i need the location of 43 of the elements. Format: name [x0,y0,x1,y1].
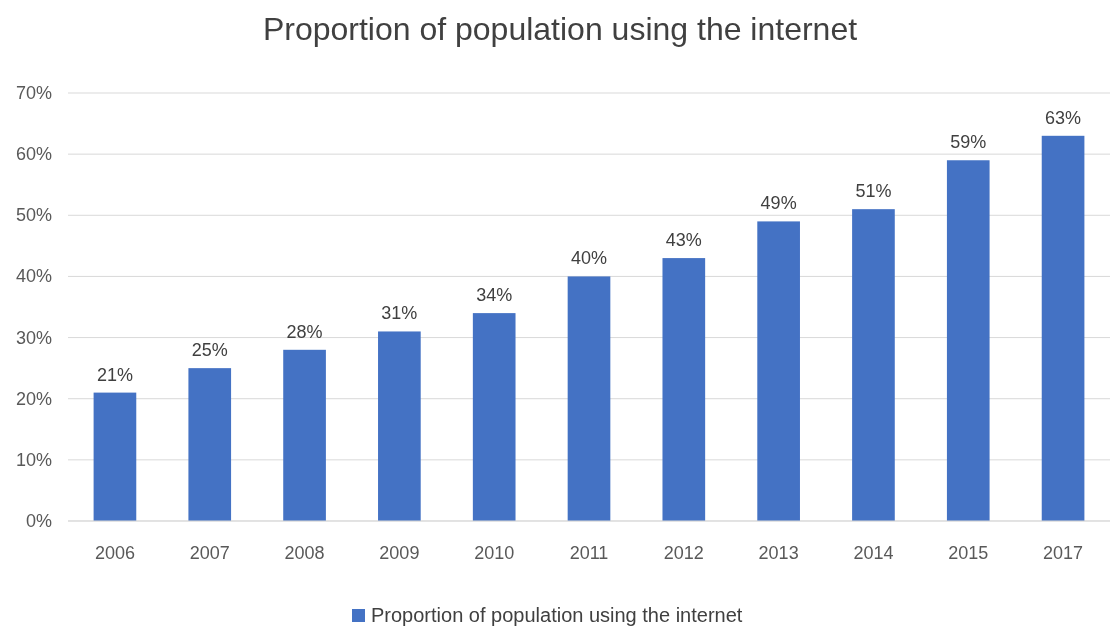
data-label: 31% [381,303,418,324]
y-tick-label: 30% [15,327,52,348]
x-tick-label: 2008 [284,543,325,563]
bar [472,313,516,521]
x-tick-label: 2015 [948,543,989,563]
x-tick-label: 2014 [853,543,894,563]
data-label: 49% [760,193,797,214]
data-label: 34% [476,285,513,306]
x-tick-label: 2010 [474,543,515,563]
x-tick-label: 2013 [758,543,799,563]
data-label: 25% [191,340,228,361]
y-tick-label: 50% [15,205,52,226]
bar [852,209,895,521]
data-label: 51% [855,181,892,202]
data-label: 28% [286,321,323,342]
data-label: 43% [665,230,702,251]
y-tick-label: 20% [15,388,52,409]
data-label: 59% [950,132,987,153]
x-tick-label: 2007 [189,543,230,563]
x-tick-label: 2006 [94,543,135,563]
bar [283,349,326,521]
x-tick-label: 2009 [379,543,420,563]
bar [567,276,611,521]
x-tick-label: 2012 [663,543,704,563]
chart-title: Proportion of population using the internet [262,11,858,47]
bar [378,331,421,521]
data-label: 40% [570,248,608,269]
bar [93,392,137,521]
y-tick-label: 10% [15,449,52,470]
y-tick-label: 60% [15,144,52,165]
y-tick-label: 0% [25,511,52,531]
legend-label: Proportion of population using the internet [371,604,743,626]
bar [188,368,232,521]
y-tick-label: 40% [15,266,52,287]
bar [1041,135,1085,521]
x-tick-label: 2017 [1043,543,1084,563]
data-label: 63% [1045,107,1082,128]
bar [757,221,800,521]
y-tick-label: 70% [15,83,52,103]
bar [946,160,990,521]
data-label: 21% [96,364,133,385]
bar [662,258,706,521]
x-tick-label: 2011 [569,543,609,563]
